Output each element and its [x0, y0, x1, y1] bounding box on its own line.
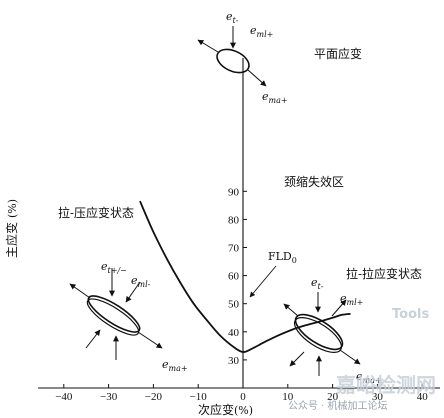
x-axis-label: 次应变	[198, 402, 234, 417]
svg-text:eml-: eml-	[131, 274, 151, 289]
left-eml-e: e	[131, 274, 138, 287]
fld0-annotation: FLD0	[249, 250, 297, 298]
necking-zone-label: 颈缩失效区	[284, 174, 344, 189]
plane-strain-ellipse	[216, 48, 250, 74]
top-et-sub: t-	[233, 16, 239, 25]
left-eml-sub: ml-	[138, 280, 151, 289]
x-tick-label: 0	[240, 391, 246, 403]
svg-text:FLD0: FLD0	[268, 250, 297, 265]
right-et-e: e	[311, 276, 318, 289]
y-tick-label: 80	[228, 214, 240, 226]
y-axis-label: 主应变	[4, 222, 19, 258]
svg-text:eml+: eml+	[250, 24, 273, 39]
right-eml-e: e	[340, 292, 347, 305]
top-eml-e: e	[250, 24, 257, 37]
watermark-source: 公众号 · 机械加工论坛	[288, 399, 388, 412]
y-ticks: 30 40 50 60 70 80 90	[228, 186, 247, 367]
fld-curve	[139, 200, 351, 353]
y-tick-label: 30	[228, 355, 240, 367]
x-tick-label: 20	[327, 391, 339, 403]
right-ema-e: e	[356, 370, 363, 383]
right-et-sub: t-	[318, 282, 324, 291]
tension-compression-ellipse-group: et+/− eml- ema+	[69, 260, 188, 373]
tension-compression-label: 拉-压应变状态	[58, 205, 134, 220]
x-tick-label: 10	[282, 391, 294, 403]
x-tick-label: −30	[100, 391, 118, 403]
top-ema-e: e	[262, 90, 269, 103]
watermark-site-en: Tools	[392, 307, 429, 322]
plane-strain-ellipse-group: et- eml+ ema+	[197, 10, 288, 105]
y-tick-label: 50	[228, 299, 240, 311]
tension-tension-ellipse-group: et- eml+ ema+	[283, 276, 382, 385]
plane-strain-label: 平面应变	[314, 46, 362, 61]
left-ema-e: e	[162, 358, 169, 371]
tension-tension-label: 拉-拉应变状态	[346, 266, 422, 281]
svg-text:ema+: ema+	[262, 90, 288, 105]
svg-text:et+/−: et+/−	[101, 260, 127, 275]
svg-text:et-: et-	[311, 276, 324, 291]
x-ticks: −40 −30 −20 −10 0 10 20 30 40	[55, 384, 428, 403]
svg-text:ema+: ema+	[356, 370, 382, 385]
left-et-sub: t+/−	[108, 266, 127, 275]
fld0-sub: 0	[292, 256, 297, 265]
right-ema-sub: ma+	[363, 376, 382, 385]
right-eml-sub: ml+	[347, 298, 364, 307]
y-tick-label: 40	[228, 327, 240, 339]
fld0-text: FLD	[268, 250, 292, 263]
top-eml-sub: ml+	[257, 30, 274, 39]
top-ema-sub: ma+	[269, 96, 288, 105]
x-tick-label: 40	[417, 391, 429, 403]
y-tick-label: 60	[228, 271, 240, 283]
y-tick-label: 90	[228, 186, 240, 198]
svg-text:ema+: ema+	[162, 358, 188, 373]
top-et-e: e	[226, 10, 233, 23]
x-tick-label: 30	[372, 391, 384, 403]
x-axis-unit: (%)	[234, 404, 253, 417]
x-tick-label: −20	[145, 391, 163, 403]
y-tick-label: 70	[228, 243, 240, 255]
svg-text:eml+: eml+	[340, 292, 363, 307]
y-axis-unit: (%)	[6, 199, 19, 218]
svg-text:et-: et-	[226, 10, 239, 25]
left-et-e: e	[101, 260, 108, 273]
x-tick-label: −10	[190, 391, 208, 403]
watermark-site-cn: 嘉峪检测网	[335, 373, 436, 397]
x-tick-label: −40	[55, 391, 73, 403]
left-ema-sub: ma+	[169, 364, 188, 373]
